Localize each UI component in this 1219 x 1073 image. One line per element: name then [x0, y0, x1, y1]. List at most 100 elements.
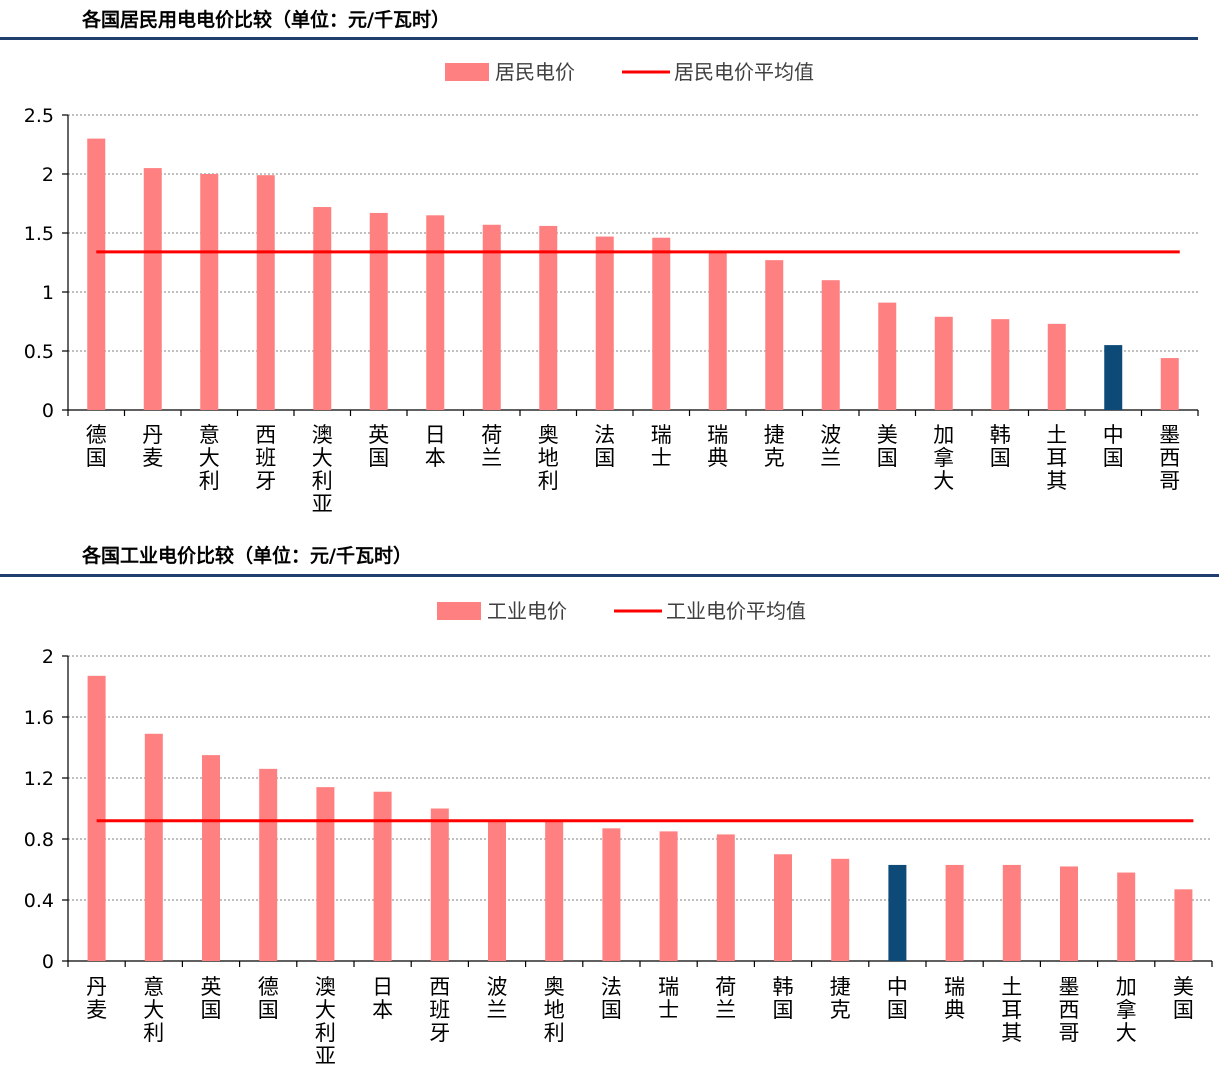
x-tick-label: 瑞典 — [944, 975, 965, 1022]
y-tick-label: 0.5 — [24, 341, 54, 363]
x-tick-label: 英国 — [368, 423, 389, 470]
y-tick-label: 0.4 — [24, 890, 54, 912]
x-tick-label: 法国 — [594, 423, 615, 470]
title-rule-industrial — [0, 574, 1219, 577]
bar-cat-1 — [144, 733, 163, 961]
x-tick-label: 中国 — [1103, 423, 1124, 470]
bar-cat-13 — [831, 858, 850, 961]
y-tick-label: 2 — [42, 164, 54, 186]
x-tick-label: 意大利 — [199, 423, 220, 493]
x-tick-label: 德国 — [258, 975, 279, 1022]
bar-cat-5 — [369, 212, 388, 410]
legend: 居民电价 居民电价平均值 — [445, 60, 814, 84]
bar-cat-16 — [1002, 864, 1021, 961]
y-tick-label: 1 — [42, 282, 54, 304]
bar-cat-15 — [945, 864, 964, 961]
x-tick-label: 丹麦 — [86, 975, 107, 1022]
legend-label-average: 居民电价平均值 — [674, 60, 814, 84]
y-tick-label: 1.2 — [24, 768, 54, 790]
title-rule-residential — [0, 37, 1198, 40]
bar-cat-6 — [426, 215, 445, 410]
chart-title-residential: 各国居民用电电价比较（单位：元/千瓦时） — [82, 9, 450, 31]
bar-cat-11 — [708, 251, 727, 410]
x-tick-label: 加拿大 — [933, 423, 954, 493]
x-tick-label: 英国 — [201, 975, 222, 1022]
bar-cat-12 — [765, 260, 784, 410]
bar-cat-19 — [1160, 358, 1179, 410]
bar-cat-8 — [545, 820, 564, 961]
bar-cat-4 — [313, 207, 332, 410]
bar-cat-2 — [200, 174, 219, 410]
bar-cat-9 — [602, 828, 621, 961]
x-tick-label: 奥地利 — [538, 423, 559, 493]
y-tick-label: 1.6 — [24, 707, 54, 729]
bar-cat-5 — [373, 791, 392, 961]
legend: 工业电价 工业电价平均值 — [437, 599, 806, 623]
x-tick-label: 美国 — [1173, 975, 1194, 1022]
x-tick-label: 西班牙 — [255, 423, 276, 493]
x-tick-label: 墨西哥 — [1159, 423, 1180, 493]
bar-cat-0 — [87, 138, 106, 410]
x-tick-label: 荷兰 — [715, 975, 736, 1022]
x-tick-label: 意大利 — [143, 975, 164, 1045]
x-tick-label: 波兰 — [487, 975, 508, 1022]
x-tick-label: 加拿大 — [1116, 975, 1137, 1045]
bar-cat-8 — [539, 225, 558, 410]
x-tick-label: 美国 — [877, 423, 898, 470]
x-tick-label: 捷克 — [830, 975, 851, 1022]
bar-cat-17 — [1060, 866, 1078, 961]
legend-swatch-bar — [437, 602, 481, 620]
x-tick-label: 墨西哥 — [1059, 975, 1080, 1045]
bar-cat-18 — [1104, 345, 1123, 410]
bar-cat-17 — [1047, 323, 1066, 410]
bar-cat-16 — [991, 319, 1010, 410]
x-tick-label: 中国 — [887, 975, 908, 1022]
y-tick-label: 0 — [42, 400, 54, 422]
legend-label-bar: 居民电价 — [495, 60, 575, 84]
x-tick-label: 丹麦 — [142, 423, 163, 470]
bar-cat-19 — [1174, 889, 1193, 961]
bar-cat-15 — [934, 316, 953, 410]
y-tick-label: 2.5 — [24, 105, 54, 127]
bar-cat-11 — [716, 834, 735, 961]
y-tick-label: 1.5 — [24, 223, 54, 245]
bar-cat-10 — [652, 237, 671, 410]
x-tick-label: 瑞士 — [651, 423, 672, 470]
legend-label-bar: 工业电价 — [487, 599, 567, 623]
x-tick-label: 奥地利 — [544, 975, 565, 1045]
bar-cat-4 — [316, 787, 335, 961]
bar-cat-1 — [143, 168, 162, 410]
x-tick-label: 德国 — [86, 423, 107, 470]
legend-label-average: 工业电价平均值 — [666, 599, 806, 623]
bar-cat-14 — [888, 864, 907, 961]
x-tick-label: 法国 — [601, 975, 622, 1022]
bar-cat-12 — [774, 854, 792, 961]
x-tick-label: 土耳其 — [1046, 423, 1067, 493]
x-tick-label: 日本 — [372, 975, 393, 1022]
bar-cat-13 — [821, 280, 840, 410]
x-tick-label: 土耳其 — [1001, 975, 1022, 1045]
bar-cat-3 — [259, 768, 278, 961]
x-tick-label: 韩国 — [773, 975, 794, 1022]
x-tick-label: 捷克 — [764, 423, 785, 470]
bar-cat-2 — [202, 755, 220, 961]
x-tick-label: 荷兰 — [481, 423, 502, 470]
bar-cat-6 — [430, 808, 449, 961]
x-tick-label: 澳大利亚 — [312, 423, 333, 516]
y-tick-label: 2 — [42, 646, 54, 668]
x-tick-label: 波兰 — [820, 423, 841, 470]
bar-cat-9 — [595, 236, 614, 410]
y-tick-label: 0 — [42, 951, 54, 973]
chart-title-industrial: 各国工业电价比较（单位：元/千瓦时） — [82, 545, 412, 567]
x-tick-label: 瑞士 — [658, 975, 679, 1022]
bar-cat-7 — [482, 224, 501, 410]
bar-cat-18 — [1117, 872, 1136, 961]
bar-cat-14 — [878, 302, 897, 410]
x-tick-label: 日本 — [425, 423, 446, 470]
x-tick-label: 韩国 — [990, 423, 1011, 470]
x-tick-label: 西班牙 — [429, 975, 450, 1045]
x-tick-label: 瑞典 — [707, 423, 728, 470]
bar-cat-10 — [659, 831, 678, 961]
